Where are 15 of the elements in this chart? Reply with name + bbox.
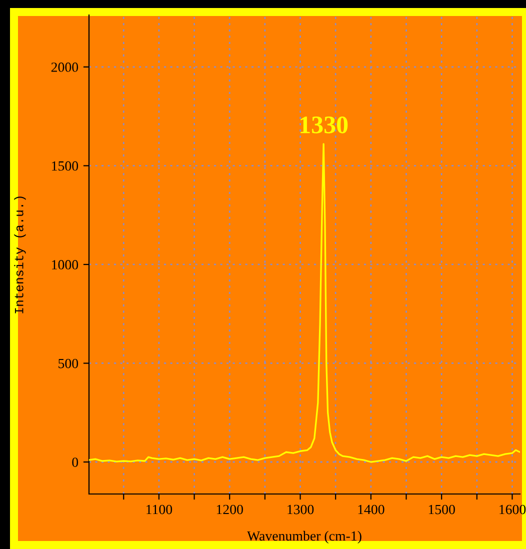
x-tick-label: 1500	[428, 504, 455, 514]
x-tick-label: 1100	[146, 504, 172, 514]
x-axis-title: Wavenumber (cm-1)	[247, 530, 362, 544]
line-series	[89, 143, 520, 463]
y-axis-title: Intensity (a.u.)	[14, 196, 26, 314]
y-tick-label: 0	[72, 458, 78, 467]
x-tick-label: 1200	[216, 504, 243, 514]
annotation: 1330	[300, 116, 348, 134]
y-tick-label: 1500	[52, 161, 78, 171]
y-tick-label: 500	[58, 358, 78, 368]
y-tick-label: 2000	[51, 62, 78, 72]
x-tick-label: 1400	[358, 504, 384, 514]
y-tick-label: 1000	[52, 260, 78, 270]
x-tick-label: 1300	[288, 504, 314, 514]
x-tick-label: 1600	[500, 504, 526, 514]
